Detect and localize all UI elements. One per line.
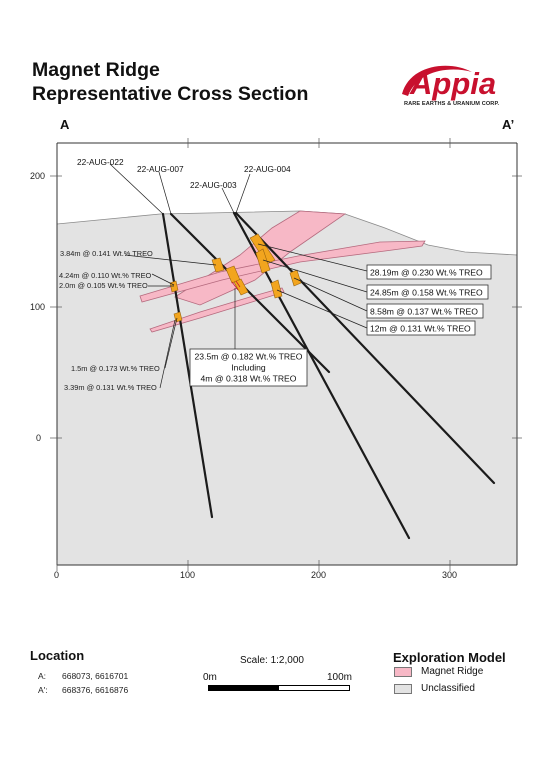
intercept-segment xyxy=(173,311,183,323)
x-gridlines xyxy=(56,138,451,571)
intercept-segment xyxy=(255,248,271,274)
collar-leader xyxy=(235,173,251,214)
section-end-a-prime: A’ xyxy=(502,117,515,132)
intercept-leader xyxy=(159,319,176,389)
location-a-prime: A': 668376, 6616876 xyxy=(38,685,128,695)
appia-logo: Appia xyxy=(402,65,496,101)
intercept-box-center xyxy=(189,348,308,387)
intercept-label: 1.5m @ 0.173 Wt.% TREO xyxy=(71,364,160,373)
y-tick-label: 100 xyxy=(30,302,45,312)
intercept-box xyxy=(366,284,489,300)
intercept-label: Including xyxy=(231,363,266,373)
collar-leader xyxy=(221,187,235,214)
location-a: A: 668073, 6616701 xyxy=(38,671,128,681)
legend-label: Magnet Ridge xyxy=(421,666,484,677)
high-grade-hatch xyxy=(231,281,239,291)
intercept-box xyxy=(366,320,476,336)
section-end-a: A xyxy=(60,117,70,132)
intercept-box xyxy=(366,303,484,319)
intercept-leader xyxy=(124,254,217,266)
location-title: Location xyxy=(30,648,85,663)
intercept-label: 3.39m @ 0.131 Wt.% TREO xyxy=(64,383,157,392)
intercept-leader xyxy=(151,273,175,286)
scale-label: Scale: 1:2,000 xyxy=(240,655,304,666)
intercept-label: 2.0m @ 0.105 Wt.% TREO xyxy=(59,281,148,290)
intercept-segment xyxy=(270,279,283,299)
intercept-label: 23.5m @ 0.182 Wt.% TREO xyxy=(195,352,303,362)
title-line-2: Representative Cross Section xyxy=(32,83,309,105)
intercept-label: 28.19m @ 0.230 Wt.% TREO xyxy=(370,268,483,278)
intercept-leader xyxy=(276,289,368,329)
drillhole-label: 22-AUG-004 xyxy=(244,164,291,174)
scale-bar-segment xyxy=(279,686,349,690)
intercept-box xyxy=(366,264,492,280)
drillhole-label: 22-AUG-007 xyxy=(137,164,184,174)
legend-item: Magnet Ridge xyxy=(394,666,483,677)
drillhole-trace xyxy=(161,212,214,519)
intercept-label: 12m @ 0.131 Wt.% TREO xyxy=(370,324,471,334)
intercept-label: 4.24m @ 0.110 Wt.% TREO xyxy=(59,271,152,280)
location-b-key: A': xyxy=(38,685,48,695)
intercept-leader xyxy=(257,243,368,272)
intercept-label: 24.85m @ 0.158 Wt.% TREO xyxy=(370,288,483,298)
legend-item: Unclassified xyxy=(394,683,475,694)
location-a-value: 668073, 6616701 xyxy=(62,671,129,681)
intercept-label: 4m @ 0.318 Wt.% TREO xyxy=(201,374,297,384)
cross-section-diagram: 200 100 0 0 100 200 300 22-AUG-022 22-AU… xyxy=(30,138,522,580)
scale-end-label: 100m xyxy=(327,672,353,683)
drillhole-label: 22-AUG-003 xyxy=(190,180,237,190)
logo-word: Appia xyxy=(409,66,496,101)
intercept-segment xyxy=(211,257,225,273)
intercept-leader xyxy=(164,317,178,369)
legend-swatch-unclassified xyxy=(394,683,412,694)
drillhole-label: 22-AUG-022 xyxy=(77,157,124,167)
intercept-label: 8.58m @ 0.137 Wt.% TREO xyxy=(370,307,478,317)
scale-bar xyxy=(208,685,350,691)
drillhole-trace xyxy=(169,212,331,374)
intercept-leader xyxy=(293,277,368,312)
logo-swoosh-icon xyxy=(402,65,472,96)
location-a-key: A: xyxy=(38,671,47,681)
high-grade-hatch xyxy=(235,280,241,288)
y-tick-label: 200 xyxy=(30,171,45,181)
x-tick-label: 300 xyxy=(442,570,457,580)
y-gridlines xyxy=(50,175,522,439)
collar-leader xyxy=(158,171,172,215)
y-tick-label: 0 xyxy=(36,433,41,443)
magnet-ridge-lower-sheet xyxy=(149,287,285,333)
logo-tagline: RARE EARTHS & URANIUM CORP. xyxy=(404,101,500,107)
legend-title: Exploration Model xyxy=(393,650,506,665)
scale-start-label: 0m xyxy=(203,672,217,683)
intercept-label: 3.84m @ 0.141 Wt.% TREO xyxy=(60,249,153,258)
page-title: Magnet Ridge Representative Cross Sectio… xyxy=(32,58,308,106)
x-tick-label: 0 xyxy=(54,570,59,580)
collar-leader xyxy=(109,163,164,215)
scale-bar-segment xyxy=(209,686,279,690)
location-b-value: 668376, 6616876 xyxy=(62,685,129,695)
intercept-segment xyxy=(289,269,302,287)
legend-label: Unclassified xyxy=(421,683,475,694)
intercept-leader xyxy=(262,259,368,293)
title-line-1: Magnet Ridge xyxy=(32,59,160,81)
legend-swatch-magnet-ridge xyxy=(394,666,412,677)
drillhole-trace xyxy=(234,211,496,485)
x-tick-label: 200 xyxy=(311,570,326,580)
x-tick-label: 100 xyxy=(180,570,195,580)
